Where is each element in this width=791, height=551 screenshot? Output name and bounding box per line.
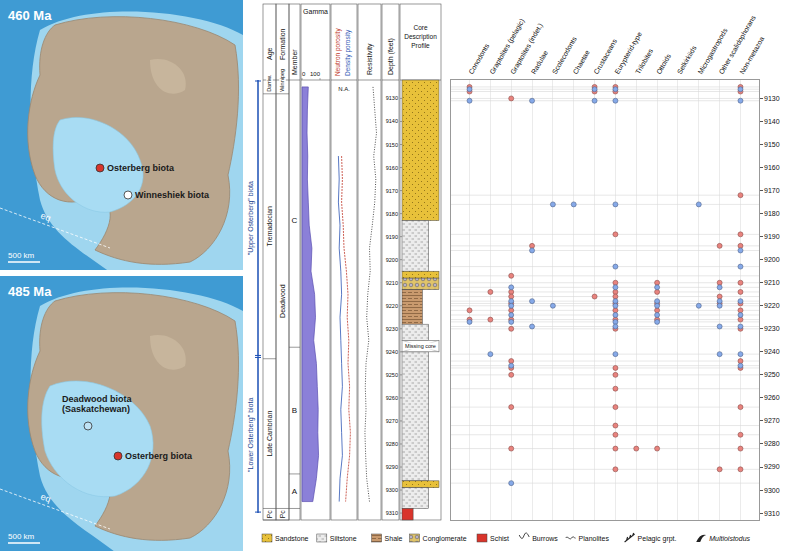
- svg-text:9260: 9260: [386, 395, 398, 401]
- svg-text:9200: 9200: [386, 257, 398, 263]
- svg-text:0: 0: [302, 71, 306, 77]
- svg-text:Deadwood biota: Deadwood biota: [62, 394, 132, 404]
- svg-text:Late Cambrian: Late Cambrian: [266, 411, 273, 457]
- svg-text:485 Ma: 485 Ma: [8, 284, 52, 299]
- svg-text:Chaetae: Chaetae: [572, 49, 591, 76]
- svg-text:Eurypterid-type: Eurypterid-type: [613, 31, 644, 76]
- svg-text:Profile: Profile: [411, 42, 430, 49]
- svg-text:A: A: [292, 487, 298, 496]
- svg-text:Deadwood: Deadwood: [279, 284, 286, 318]
- svg-text:9190: 9190: [764, 233, 780, 240]
- svg-text:Microgastropods: Microgastropods: [697, 27, 730, 76]
- svg-text:Siltstone: Siltstone: [330, 535, 357, 542]
- svg-text:Planolites: Planolites: [579, 535, 610, 542]
- svg-text:Radulae: Radulae: [530, 49, 549, 75]
- svg-text:9210: 9210: [386, 280, 398, 286]
- svg-text:B: B: [292, 406, 297, 415]
- svg-text:9310: 9310: [386, 510, 398, 516]
- svg-text:Resistivity: Resistivity: [366, 43, 374, 75]
- svg-text:9170: 9170: [764, 187, 780, 194]
- svg-text:Other scalidophorans: Other scalidophorans: [717, 14, 757, 76]
- svg-text:Neutron porosity: Neutron porosity: [334, 28, 342, 76]
- svg-text:9280: 9280: [386, 441, 398, 447]
- svg-text:Burrows: Burrows: [532, 535, 558, 542]
- svg-text:Graptolites (pelagic): Graptolites (pelagic): [488, 18, 526, 76]
- svg-text:Description: Description: [404, 33, 437, 41]
- svg-text:9240: 9240: [386, 349, 398, 355]
- svg-text:(Saskatchewan): (Saskatchewan): [62, 404, 130, 414]
- svg-text:9300: 9300: [764, 487, 780, 494]
- svg-text:9250: 9250: [764, 371, 780, 378]
- svg-text:9230: 9230: [764, 325, 780, 332]
- svg-text:Ottoids: Ottoids: [655, 52, 672, 75]
- svg-text:Age: Age: [266, 47, 274, 60]
- svg-text:Crustaceans: Crustaceans: [592, 37, 618, 75]
- svg-text:Selkirkiids: Selkirkiids: [676, 44, 698, 75]
- svg-text:9280: 9280: [764, 440, 780, 447]
- svg-text:9180: 9180: [764, 210, 780, 217]
- svg-text:Winnipeg: Winnipeg: [279, 69, 285, 92]
- svg-text:9160: 9160: [386, 165, 398, 171]
- svg-text:9310: 9310: [764, 510, 780, 517]
- svg-text:9150: 9150: [386, 142, 398, 148]
- svg-text:Schist: Schist: [490, 535, 509, 542]
- svg-text:9220: 9220: [386, 303, 398, 309]
- svg-text:Conodonts: Conodonts: [467, 42, 490, 75]
- svg-text:Formation: Formation: [279, 28, 286, 60]
- svg-text:Sandstone: Sandstone: [275, 535, 309, 542]
- svg-text:Pc: Pc: [266, 510, 273, 519]
- svg-text:Osterberg biota: Osterberg biota: [125, 451, 193, 461]
- svg-text:9290: 9290: [764, 463, 780, 470]
- svg-text:C: C: [292, 216, 298, 225]
- svg-text:9220: 9220: [764, 302, 780, 309]
- svg-text:9300: 9300: [386, 487, 398, 493]
- svg-text:Pc: Pc: [279, 510, 286, 519]
- svg-text:500 km: 500 km: [8, 532, 35, 541]
- svg-text:Gamma: Gamma: [303, 8, 328, 15]
- svg-text:Core: Core: [413, 24, 427, 31]
- svg-text:9230: 9230: [386, 326, 398, 332]
- svg-text:9150: 9150: [764, 141, 780, 148]
- svg-text:9190: 9190: [386, 234, 398, 240]
- svg-text:500 km: 500 km: [8, 251, 35, 260]
- svg-text:Pelagic grpt.: Pelagic grpt.: [638, 535, 677, 543]
- svg-text:9290: 9290: [386, 464, 398, 470]
- svg-text:N.A.: N.A.: [338, 86, 350, 92]
- svg-text:9130: 9130: [764, 95, 780, 102]
- svg-text:9130: 9130: [386, 95, 398, 101]
- svg-text:100: 100: [310, 71, 321, 77]
- svg-text:9160: 9160: [764, 164, 780, 171]
- svg-text:9170: 9170: [386, 188, 398, 194]
- svg-text:460 Ma: 460 Ma: [8, 8, 52, 23]
- svg-text:Conglomerate: Conglomerate: [423, 535, 467, 543]
- svg-text:9270: 9270: [386, 418, 398, 424]
- svg-text:"Upper Osterberg" biota: "Upper Osterberg" biota: [247, 181, 255, 255]
- svg-text:Osterberg biota: Osterberg biota: [107, 163, 175, 173]
- svg-text:Density porosity: Density porosity: [344, 29, 352, 76]
- svg-text:Tremadocian: Tremadocian: [266, 206, 273, 247]
- svg-text:9180: 9180: [386, 211, 398, 217]
- svg-text:9250: 9250: [386, 372, 398, 378]
- svg-text:9260: 9260: [764, 394, 780, 401]
- svg-text:9210: 9210: [764, 279, 780, 286]
- svg-text:Member: Member: [291, 49, 298, 75]
- svg-text:Trilobites: Trilobites: [634, 47, 654, 75]
- svg-text:Scolecodonts: Scolecodonts: [551, 35, 578, 75]
- svg-text:9270: 9270: [764, 417, 780, 424]
- svg-text:9140: 9140: [764, 118, 780, 125]
- svg-text:9140: 9140: [386, 118, 398, 124]
- svg-text:Graptolites (indet.): Graptolites (indet.): [509, 22, 545, 76]
- svg-text:Shale: Shale: [385, 535, 403, 542]
- svg-text:Winneshiek biota: Winneshiek biota: [135, 190, 210, 200]
- svg-text:Missing core: Missing core: [405, 343, 436, 349]
- svg-text:Non-metazoa: Non-metazoa: [738, 35, 765, 75]
- svg-text:9200: 9200: [764, 256, 780, 263]
- svg-text:Multioistodus: Multioistodus: [709, 535, 750, 542]
- svg-text:Depth (feet): Depth (feet): [387, 38, 395, 75]
- svg-text:"Lower Osterberg" biota: "Lower Osterberg" biota: [247, 398, 255, 472]
- svg-text:Darriw.: Darriw.: [266, 74, 272, 92]
- svg-text:9240: 9240: [764, 348, 780, 355]
- svg-text:eq: eq: [39, 491, 52, 504]
- svg-text:eq: eq: [39, 210, 52, 223]
